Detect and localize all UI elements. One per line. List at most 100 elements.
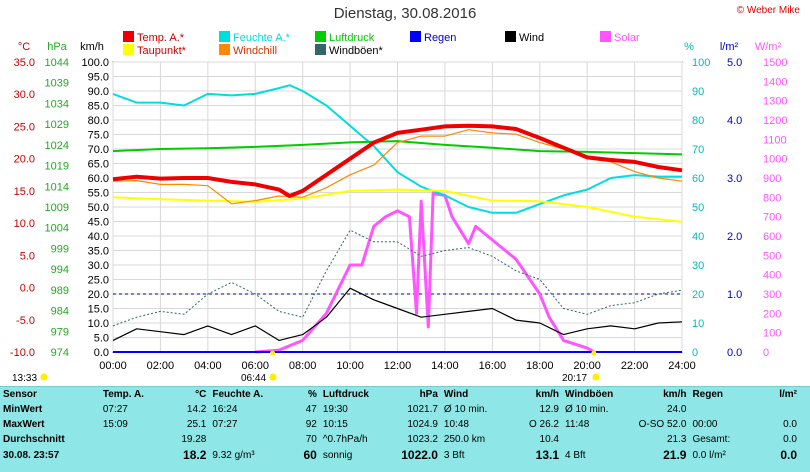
stats-cell <box>755 402 800 417</box>
stats-cell <box>562 432 624 447</box>
temp-tick-label: 15.0 <box>14 186 35 198</box>
stats-header: km/h <box>535 389 559 400</box>
wind-tick-label: 100.0 <box>81 57 109 69</box>
sun-icon <box>269 373 277 381</box>
chart-title: Dienstag, 30.08.2016 <box>333 5 477 22</box>
stats-cell: 24.0 <box>666 404 687 415</box>
stats-header: l/m² <box>779 389 797 400</box>
pressure-tick-label: 974 <box>51 347 69 359</box>
stats-cell: 92 <box>305 419 317 430</box>
wind-tick-label: 20.0 <box>88 289 109 301</box>
temp-tick-label: 10.0 <box>14 218 35 230</box>
stats-cell: Gesamt: <box>692 434 731 445</box>
legend-label: Windböen* <box>329 45 383 57</box>
pressure-tick-label: 1014 <box>45 181 69 193</box>
temp-tick-label: 5.0 <box>20 250 35 262</box>
humidity-tick-label: 100 <box>692 57 710 69</box>
rain-tick-label: 3.0 <box>727 173 742 185</box>
series-line <box>255 192 596 354</box>
wind-tick-label: 90.0 <box>88 86 109 98</box>
temp-tick-label: -10.0 <box>10 347 35 359</box>
humidity-tick-label: 0 <box>692 347 698 359</box>
stats-cell: 4 Bft <box>565 449 586 461</box>
time-tick-label: 14:00 <box>431 360 459 372</box>
humidity-tick-label: 40 <box>692 231 704 243</box>
solar-tick-label: 700 <box>763 212 781 224</box>
stats-cell: 25.1 <box>186 419 207 430</box>
pressure-tick-label: 1034 <box>45 98 69 110</box>
pressure-tick-label: 1044 <box>45 57 69 69</box>
stats-row-label: Durchschnitt <box>3 434 65 445</box>
legend-label: Temp. A.* <box>137 32 185 44</box>
stats-cell <box>100 432 150 447</box>
stats-cell: 21.3 <box>666 434 687 445</box>
solar-tick-label: 800 <box>763 192 781 204</box>
pressure-tick-label: 989 <box>51 285 69 297</box>
series-line <box>112 287 683 341</box>
stats-cell: 07:27 <box>102 404 128 415</box>
wind-tick-label: 5.0 <box>94 333 109 345</box>
legend-label: Regen <box>424 32 457 44</box>
pressure-tick-label: 1024 <box>45 140 69 152</box>
stats-row-label: MaxWert <box>3 419 45 430</box>
pressure-tick-label: 999 <box>51 243 69 255</box>
stats-cell: 3 Bft <box>443 449 465 461</box>
temp-tick-label: -5.0 <box>16 315 35 327</box>
legend-item: Luftdruck <box>315 31 374 44</box>
stats-cell: 16:24 <box>212 404 238 415</box>
legend-item: Regen <box>410 31 456 44</box>
pressure-tick-label: 1039 <box>45 78 69 90</box>
legend-label: Taupunkt* <box>137 45 186 57</box>
stats-cell: 00:00 <box>692 419 718 430</box>
humidity-tick-label: 20 <box>692 289 704 301</box>
axis-unit-label: km/h <box>80 41 104 53</box>
sunrise-marker <box>270 350 276 356</box>
wind-tick-label: 30.0 <box>88 260 109 272</box>
pressure-tick-label: 1029 <box>45 119 69 131</box>
stats-header: Feuchte A. <box>212 389 264 400</box>
legend-swatch <box>123 31 134 42</box>
solar-tick-label: 200 <box>763 308 781 320</box>
time-tick-label: 22:00 <box>621 360 649 372</box>
legend-item: Windchill <box>219 44 277 57</box>
stats-header: Temp. A. <box>102 389 144 400</box>
stats-cell: 0.0 <box>783 434 797 445</box>
rain-tick-label: 4.0 <box>727 115 742 127</box>
series-line <box>112 140 683 156</box>
stats-header: Luftdruck <box>322 389 369 400</box>
stats-cell: 10.4 <box>539 434 559 445</box>
stats-cell: 60 <box>303 448 317 462</box>
stats-cell: O-SO 52.0 <box>638 419 687 430</box>
pressure-tick-label: 1009 <box>45 202 69 214</box>
legend-label: Luftdruck <box>329 32 375 44</box>
wind-tick-label: 65.0 <box>88 159 109 171</box>
legend-swatch <box>315 44 326 55</box>
stats-cell: 9.32 g/m³ <box>212 449 255 461</box>
rain-tick-label: 1.0 <box>727 289 742 301</box>
time-tick-label: 02:00 <box>147 360 175 372</box>
stats-cell: 1024.9 <box>407 419 438 430</box>
stats-cell: 13.1 <box>535 448 559 462</box>
legend-item: Windböen* <box>315 44 383 57</box>
wind-tick-label: 0.0 <box>94 347 109 359</box>
stats-cell: Ø 10 min. <box>565 404 609 415</box>
axis-unit-label: l/m² <box>720 41 739 53</box>
legend-label: Feuchte A.* <box>233 32 290 44</box>
sunset-label: 20:17 <box>562 373 587 384</box>
sunrise-label: 06:44 <box>241 373 266 384</box>
stats-row-label: MinWert <box>3 404 43 415</box>
axis-unit-label: °C <box>18 41 30 53</box>
pressure-tick-label: 1019 <box>45 161 69 173</box>
wind-tick-label: 60.0 <box>88 173 109 185</box>
axis-unit-label: % <box>684 41 694 53</box>
stats-row-label: 30.08. 23:57 <box>3 449 60 461</box>
weather-chart: 35.0 30.0 25.0 20.0 15.0 10.0 5.0 0.0 -5.0 -10.0 1… <box>10 41 788 384</box>
rain-tick-label: 2.0 <box>727 231 742 243</box>
moon-icon <box>40 373 48 381</box>
stats-cell: 1023.2 <box>407 434 438 445</box>
stats-cell <box>689 402 755 417</box>
legend-label: Wind <box>519 32 545 44</box>
solar-tick-label: 400 <box>763 270 781 282</box>
stats-cell: Ø 10 min. <box>443 404 488 415</box>
legend-swatch <box>410 31 421 42</box>
